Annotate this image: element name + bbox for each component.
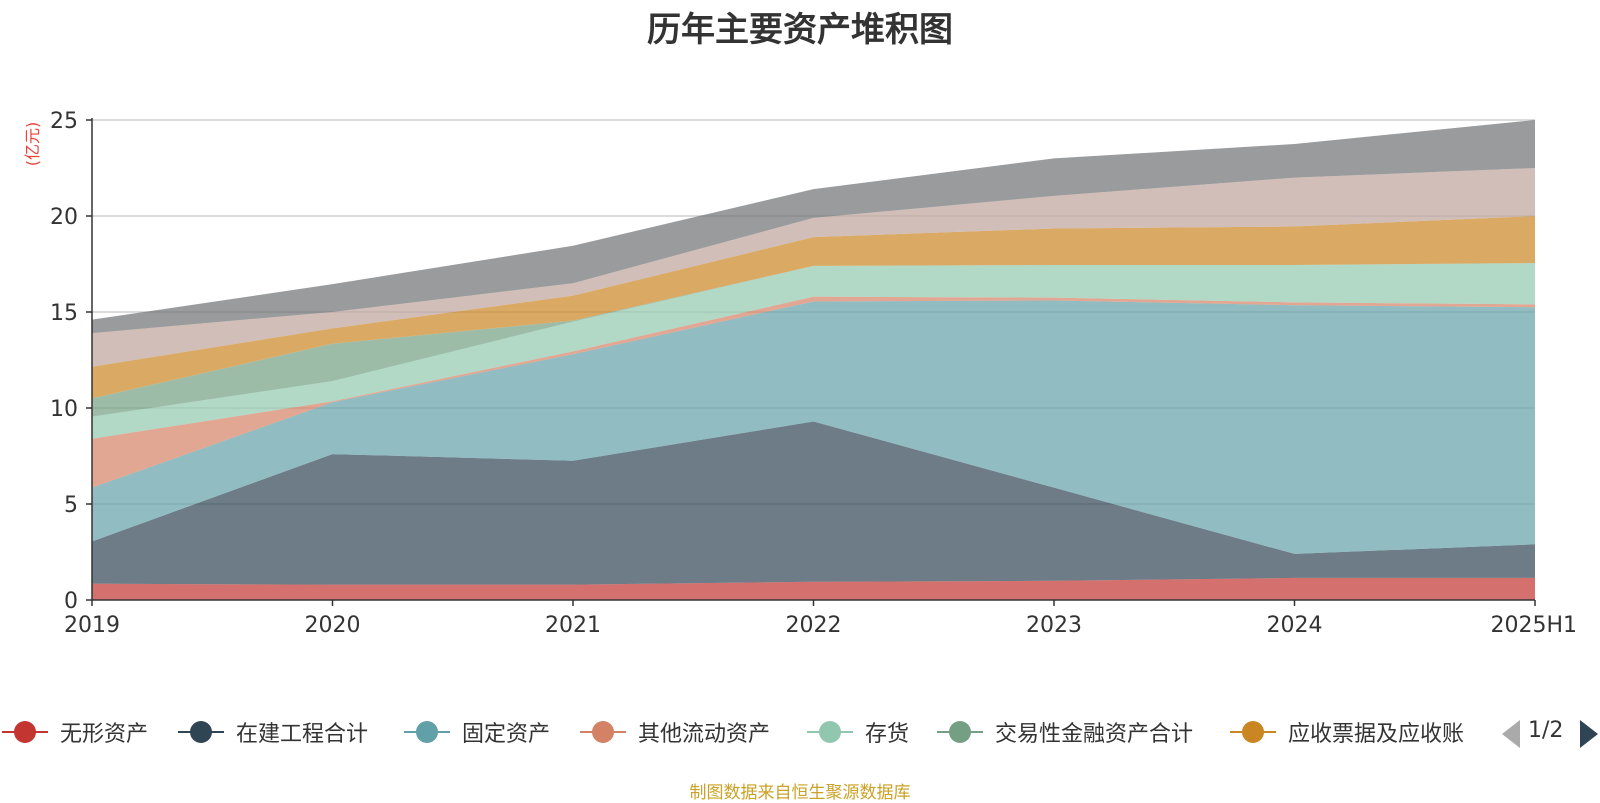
y-tick-label: 5 bbox=[64, 493, 78, 518]
data-source-note: 制图数据来自恒生聚源数据库 bbox=[689, 783, 911, 803]
area-series bbox=[92, 120, 1535, 600]
chart-title: 历年主要资产堆积图 bbox=[647, 10, 953, 50]
axes: 0 5 10 15 20 25 2019 2020 2021 2022 2023 2024 2025H1 bbox=[50, 109, 1577, 638]
area-series-4 bbox=[92, 263, 1535, 439]
legend-next-page-icon[interactable] bbox=[1580, 720, 1598, 748]
legend-item[interactable]: 其他流动资产 bbox=[578, 712, 770, 752]
legend-item[interactable]: 无形资产 bbox=[0, 712, 148, 752]
x-tick-label: 2025H1 bbox=[1490, 613, 1577, 638]
y-axis-unit-label: (亿元) bbox=[23, 122, 42, 167]
legend-prev-page-icon[interactable] bbox=[1502, 720, 1520, 748]
x-tick-label: 2021 bbox=[545, 613, 601, 638]
legend-page-indicator: 1/2 bbox=[1528, 718, 1564, 743]
area-series-1 bbox=[92, 421, 1535, 585]
area-series-5 bbox=[92, 263, 1535, 417]
legend-marker-icon bbox=[1228, 712, 1278, 752]
legend-item[interactable]: 应收票据及应收账 bbox=[1228, 712, 1464, 752]
legend-label: 应收票据及应收账 bbox=[1288, 722, 1465, 747]
legend-marker-icon bbox=[578, 712, 628, 752]
x-tick-label: 2022 bbox=[786, 613, 842, 638]
y-tick-label: 25 bbox=[50, 109, 78, 134]
legend-item[interactable]: 存货 bbox=[805, 712, 909, 752]
legend-label: 在建工程合计 bbox=[236, 722, 369, 747]
legend-marker-icon bbox=[402, 712, 452, 752]
legend: 无形资产 在建工程合计 固定资产 其他流动资产 存货 交易性金融资产合计 应收票据及应收账 bbox=[0, 712, 1600, 752]
legend-label: 其他流动资产 bbox=[638, 722, 771, 747]
area-series-2 bbox=[92, 300, 1535, 554]
y-tick-label: 15 bbox=[50, 301, 78, 326]
area-series-3 bbox=[92, 296, 1535, 488]
legend-marker-icon bbox=[805, 712, 855, 752]
legend-item[interactable]: 在建工程合计 bbox=[176, 712, 368, 752]
legend-marker-icon bbox=[935, 712, 985, 752]
legend-item[interactable]: 交易性金融资产合计 bbox=[935, 712, 1193, 752]
area-series-0 bbox=[92, 577, 1535, 600]
x-tick-label: 2020 bbox=[305, 613, 361, 638]
legend-pager: 1/2 bbox=[1496, 712, 1600, 752]
area-series-6 bbox=[92, 216, 1535, 399]
legend-label: 固定资产 bbox=[462, 722, 551, 747]
x-tick-label: 2024 bbox=[1267, 613, 1323, 638]
legend-marker-icon bbox=[0, 712, 50, 752]
x-tick-label: 2023 bbox=[1026, 613, 1082, 638]
area-series-extra-7 bbox=[92, 168, 1535, 367]
legend-label: 无形资产 bbox=[60, 722, 149, 747]
y-tick-label: 0 bbox=[64, 589, 78, 614]
y-tick-label: 20 bbox=[50, 205, 78, 230]
area-series-extra-8 bbox=[92, 120, 1535, 334]
legend-item[interactable]: 固定资产 bbox=[402, 712, 550, 752]
x-tick-label: 2019 bbox=[64, 613, 120, 638]
legend-marker-icon bbox=[176, 712, 226, 752]
legend-label: 交易性金融资产合计 bbox=[995, 722, 1194, 747]
y-tick-label: 10 bbox=[50, 397, 78, 422]
legend-label: 存货 bbox=[865, 722, 910, 747]
